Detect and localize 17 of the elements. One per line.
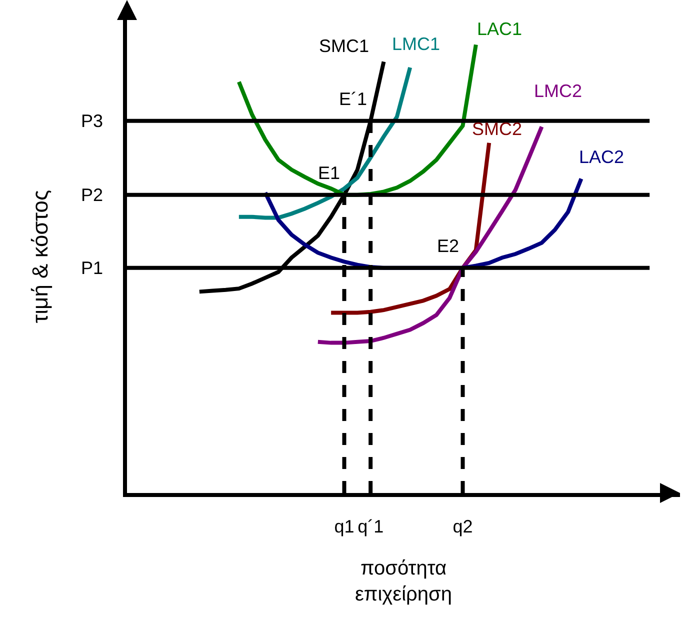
y-axis-title: τιμή & κόστος	[27, 190, 52, 324]
ref-line-label: P2	[81, 185, 104, 205]
ref-line-label: P1	[81, 258, 104, 278]
series-label: SMC1	[319, 36, 370, 56]
series-label: SMC2	[472, 119, 522, 139]
x-tick-label: q´1	[358, 516, 384, 537]
series-label: LAC1	[477, 19, 522, 39]
annotation: E´1	[339, 89, 368, 109]
series-label: LAC2	[579, 147, 624, 167]
annotation: E1	[318, 163, 340, 183]
series-label: LMC2	[534, 81, 582, 101]
ref-line-label: P3	[81, 111, 104, 131]
x-axis-title: ποσότητα επιχείρηση	[355, 558, 452, 606]
series-label: LMC1	[392, 34, 440, 54]
x-tick-label: q2	[452, 516, 473, 537]
x-tick-label: q1	[334, 516, 354, 537]
annotation: E2	[437, 236, 460, 256]
